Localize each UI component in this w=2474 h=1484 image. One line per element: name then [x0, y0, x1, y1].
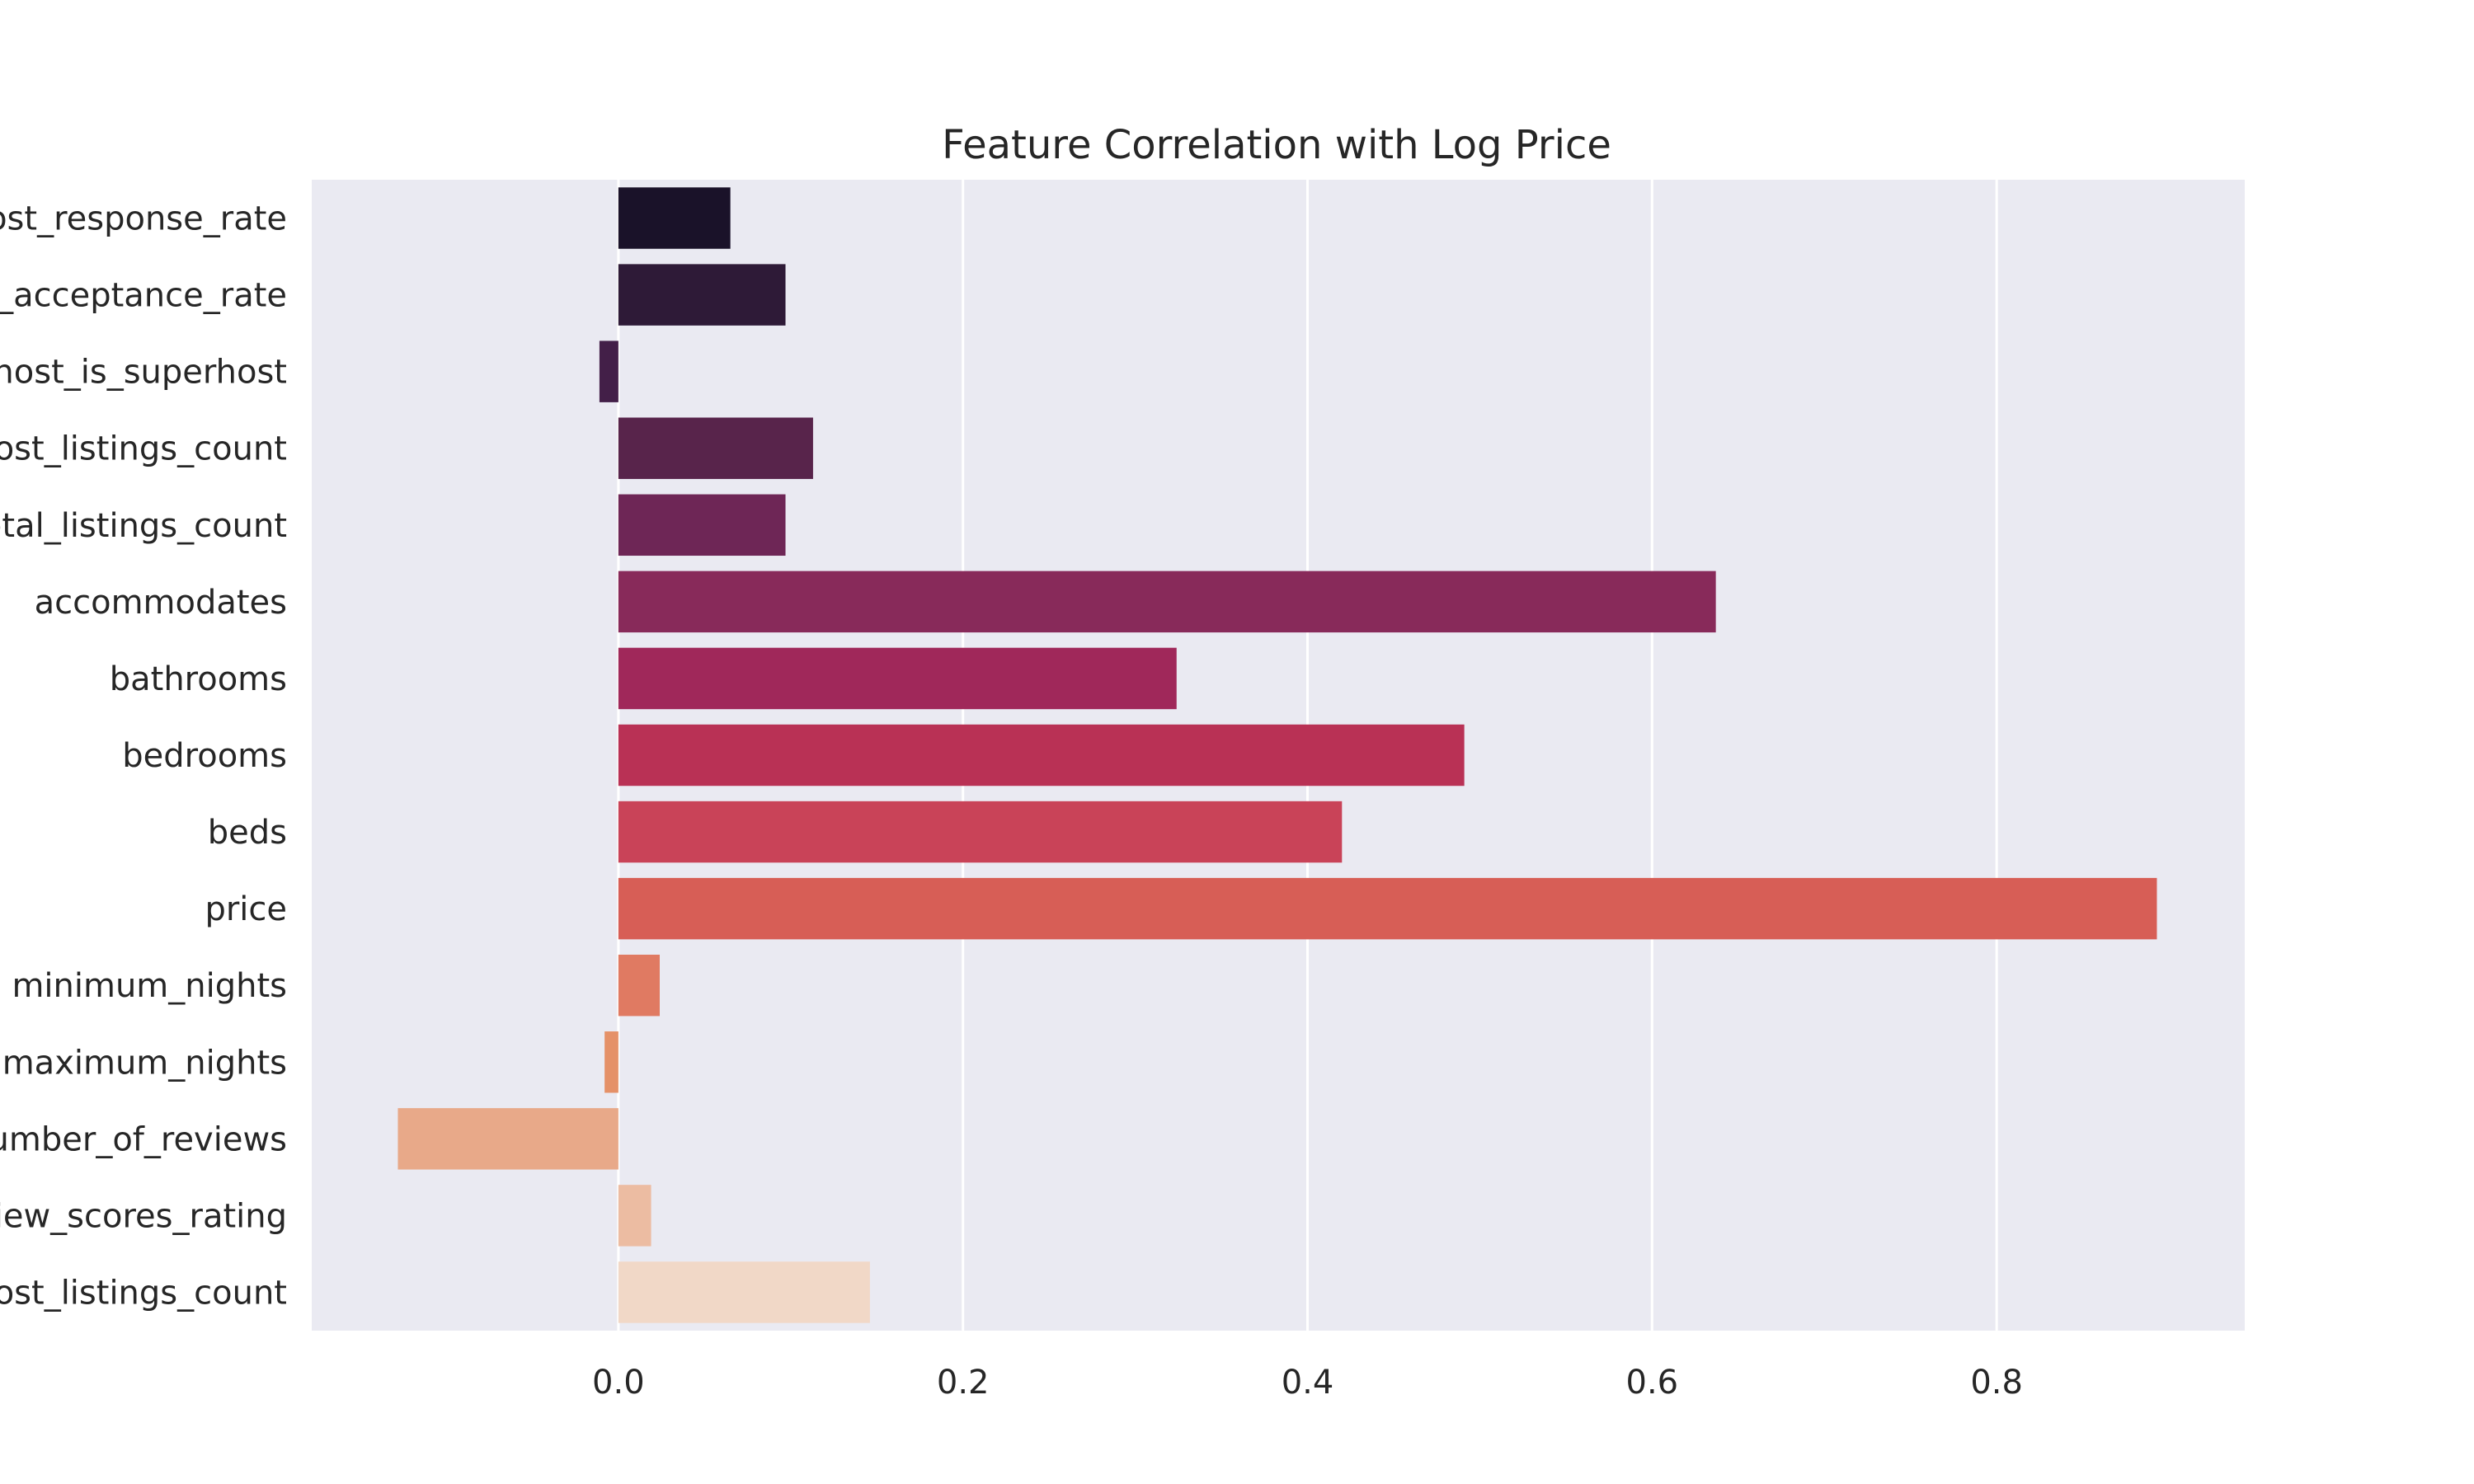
x-tick-label: 0.8 [1970, 1364, 2023, 1402]
y-tick-label: review_scores_rating [0, 1197, 287, 1235]
y-tick-label: maximum_nights [2, 1044, 287, 1082]
bar-host-listings-count [618, 417, 813, 479]
y-tick-label: host_is_superhost [0, 354, 287, 392]
x-tick-label: 0.6 [1626, 1364, 1679, 1402]
y-tick-label: host_response_rate [0, 200, 287, 238]
bar-bedrooms [618, 724, 1465, 787]
bar-host-total-listings-count [618, 494, 786, 556]
y-tick-label: bathrooms [110, 660, 287, 698]
x-tick-label: 0.2 [937, 1364, 990, 1402]
y-tick-label: price [205, 890, 287, 928]
bar-number-of-reviews [397, 1108, 618, 1170]
bar-host-is-superhost [599, 340, 618, 402]
chart-title: Feature Correlation with Log Price [942, 122, 1611, 168]
plot-area: host_response_rate host_acceptance_rateho… [0, 180, 2245, 1402]
x-tick-label: 0.4 [1282, 1364, 1334, 1402]
y-tick-label: bedrooms [122, 737, 287, 775]
y-tick-label: host_total_listings_count [0, 507, 287, 545]
bar-beds [618, 801, 1343, 863]
y-tick-label: number_of_reviews [0, 1120, 287, 1158]
x-tick-label: 0.0 [592, 1364, 645, 1402]
bar-minimum-nights [618, 954, 661, 1017]
y-tick-label: beds [208, 814, 287, 852]
bar-accommodates [618, 571, 1716, 633]
y-tick-label: accommodates [35, 584, 287, 622]
bar-host-acceptance-rate [618, 264, 786, 326]
y-tick-label: host_listings_count [0, 430, 287, 468]
bar-calculated-host-listings-count [618, 1261, 870, 1323]
bar-review-scores-rating [618, 1185, 651, 1247]
y-tick-label: host_acceptance_rate [0, 277, 287, 315]
bar-price [618, 877, 2157, 940]
y-tick-label: calculated_host_listings_count [0, 1274, 287, 1312]
y-tick-label: minimum_nights [12, 967, 287, 1005]
bar-host-response-rate [618, 187, 731, 249]
bar-bathrooms [618, 647, 1177, 710]
bar-maximum-nights [604, 1031, 618, 1093]
